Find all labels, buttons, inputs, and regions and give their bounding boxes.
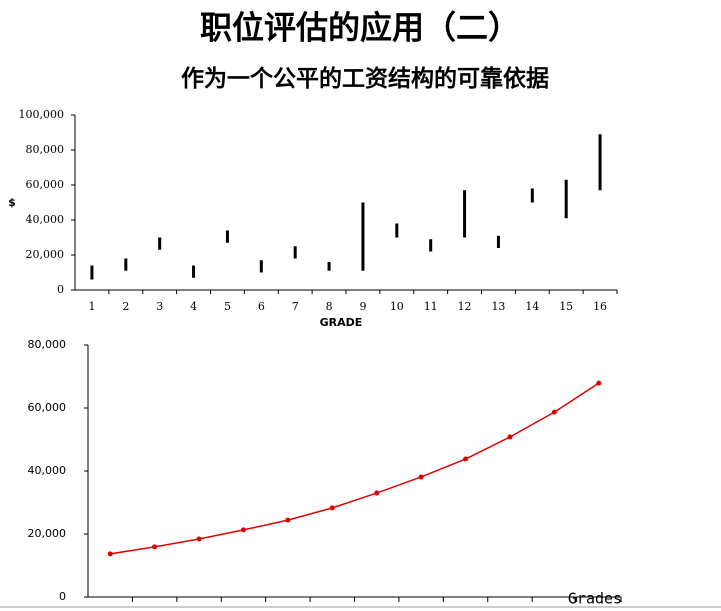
range-bar bbox=[496, 235, 500, 248]
range-bar bbox=[463, 190, 467, 238]
y-tick-label: 0 bbox=[59, 590, 66, 603]
data-point bbox=[374, 490, 380, 496]
x-tick-label: 4 bbox=[190, 300, 197, 313]
y-tick-label: 80,000 bbox=[28, 338, 67, 351]
range-bar bbox=[124, 258, 128, 271]
x-tick-label: 14 bbox=[525, 300, 539, 313]
data-point bbox=[596, 380, 602, 386]
data-point bbox=[285, 517, 291, 523]
x-tick-label: 11 bbox=[424, 300, 438, 313]
data-point bbox=[107, 551, 113, 557]
data-point bbox=[196, 536, 202, 542]
range-bar bbox=[225, 230, 229, 243]
data-point bbox=[329, 505, 335, 511]
x-tick-label: 15 bbox=[559, 300, 573, 313]
range-bar bbox=[259, 260, 263, 273]
range-bar bbox=[192, 265, 196, 278]
y-tick-label: 40,000 bbox=[26, 213, 65, 226]
x-axis-label: Grades bbox=[568, 590, 622, 608]
x-tick-label: 3 bbox=[156, 300, 163, 313]
data-point bbox=[152, 544, 158, 550]
y-tick-label: 40,000 bbox=[28, 464, 67, 477]
x-tick-label: 9 bbox=[359, 300, 366, 313]
data-point bbox=[551, 409, 557, 415]
y-tick-label: 60,000 bbox=[28, 401, 67, 414]
range-bar bbox=[598, 134, 602, 191]
range-bar bbox=[327, 262, 331, 271]
x-tick-label: 5 bbox=[224, 300, 231, 313]
x-tick-label: 7 bbox=[292, 300, 299, 313]
data-point bbox=[240, 527, 246, 533]
range-bar bbox=[564, 179, 568, 219]
range-bar bbox=[530, 188, 534, 203]
x-tick-label: 10 bbox=[390, 300, 404, 313]
y-tick-label: 20,000 bbox=[26, 248, 65, 261]
x-tick-label: 1 bbox=[88, 300, 95, 313]
range-bar bbox=[361, 202, 365, 271]
range-bar bbox=[293, 246, 297, 259]
line-series bbox=[110, 382, 600, 555]
slide-title: 职位评估的应用（二） bbox=[200, 9, 520, 47]
x-tick-label: 6 bbox=[258, 300, 265, 313]
y-tick-label: 100,000 bbox=[19, 108, 65, 121]
y-tick-label: 20,000 bbox=[28, 527, 67, 540]
x-tick-label: 8 bbox=[326, 300, 333, 313]
data-point bbox=[507, 434, 513, 440]
range-bar bbox=[158, 237, 162, 250]
y-tick-label: 80,000 bbox=[26, 143, 65, 156]
y-tick-label: 60,000 bbox=[26, 178, 65, 191]
x-tick-label: 2 bbox=[122, 300, 129, 313]
range-bar bbox=[429, 239, 433, 252]
x-axis-label: GRADE bbox=[320, 316, 363, 329]
range-bar bbox=[395, 223, 399, 238]
range-bar bbox=[90, 265, 94, 280]
y-tick-label: 0 bbox=[57, 283, 64, 296]
x-tick-label: 13 bbox=[491, 300, 505, 313]
x-tick-label: 16 bbox=[593, 300, 607, 313]
data-point bbox=[463, 456, 469, 462]
slide-subtitle: 作为一个公平的工资结构的可靠依据 bbox=[181, 65, 549, 92]
data-point bbox=[418, 474, 424, 480]
y-axis-label: $ bbox=[8, 196, 16, 209]
x-tick-label: 12 bbox=[458, 300, 472, 313]
